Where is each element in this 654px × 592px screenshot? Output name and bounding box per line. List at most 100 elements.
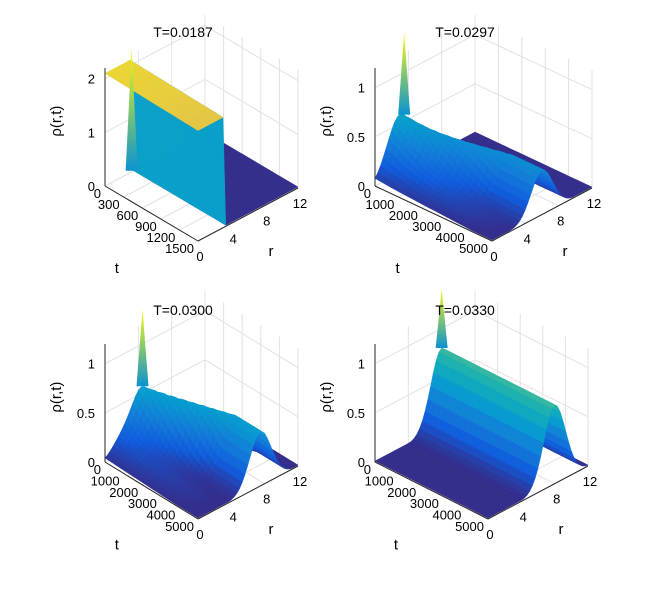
peak-spike [435,289,448,348]
t-tick-label: 1200 [146,230,175,245]
t-tick-label: 1500 [165,241,194,256]
t-tick-label: 2000 [389,208,418,223]
z-tick-label: 0.5 [347,130,365,145]
surface-patch [482,513,492,519]
r-tick-label: 8 [553,492,560,507]
r-axis-label: r [559,521,564,538]
r-tick-label: 4 [230,231,237,246]
t-tick-label: 1000 [365,473,394,488]
t-axis-line [104,185,199,242]
gridline [374,34,476,89]
r-tick-label: 0 [196,249,203,264]
subplot-2: 0100020003000400050000481200.51trρ(r,t)T… [318,15,601,277]
z-axis-label: ρ(r,t) [48,106,65,137]
peak-mark [136,309,149,387]
t-tick-label: 0 [364,186,371,201]
r-tick-label: 12 [583,474,597,489]
subplot-title: T=0.0330 [435,302,495,318]
z-axis-label: ρ(r,t) [48,382,65,413]
r-tick-label: 4 [520,509,527,524]
t-axis-line [374,185,493,242]
t-axis-label: t [115,537,120,554]
r-tick-label: 8 [263,214,270,229]
gridline [374,83,476,138]
peak-spike [125,48,138,171]
gridline [474,359,589,418]
r-tick-label: 8 [557,214,564,229]
z-tick-label: 1 [358,357,365,372]
t-tick-label: 600 [116,208,138,223]
z-tick-label: 2 [88,72,95,87]
r-tick-label: 12 [293,196,307,211]
t-tick-label: 0 [364,462,371,477]
t-tick-label: 900 [135,219,157,234]
subplot-title: T=0.0300 [153,302,213,318]
peak-spike [136,309,149,387]
r-tick-label: 8 [263,492,270,507]
z-tick-label: 0 [358,179,365,194]
t-tick-label: 3000 [412,219,441,234]
t-tick-label: 5000 [165,519,194,534]
subplot-title: T=0.0187 [153,24,213,40]
r-tick-label: 4 [230,509,237,524]
surface [374,347,589,519]
t-tick-label: 300 [98,197,120,212]
gridline [104,310,206,365]
t-tick-label: 1000 [365,197,394,212]
t-tick-label: 3000 [410,496,439,511]
t-tick-label: 2000 [387,485,416,500]
t-tick-label: 5000 [455,519,484,534]
t-tick-label: 4000 [432,508,461,523]
z-tick-label: 0.5 [347,406,365,421]
t-tick-label: 1000 [91,473,120,488]
r-axis-line [197,465,299,520]
r-tick-label: 12 [293,474,307,489]
peak-mark [435,289,448,348]
gridline [474,310,589,369]
t-axis-label: t [115,260,120,277]
gridline [474,34,593,91]
gridline [374,310,476,365]
t-tick-label: 4000 [146,508,175,523]
t-tick-label: 2000 [109,485,138,500]
t-tick-label: 3000 [128,496,157,511]
subplot-3: 0100020003000400050000481200.51trρ(r,t)T… [48,291,307,554]
z-tick-label: 0.5 [77,406,95,421]
z-axis-label: ρ(r,t) [318,106,335,137]
peak-mark [125,48,138,171]
subplot-4: 0100020003000400050000481200.51trρ(r,t)T… [318,289,597,554]
z-tick-label: 1 [88,357,95,372]
surface-patch [193,513,202,519]
r-axis-label: r [269,521,274,538]
surface [374,113,593,241]
t-axis-label: t [394,537,399,554]
r-tick-label: 4 [524,231,531,246]
surface [104,59,299,226]
t-axis-label: t [396,260,401,277]
r-tick-label: 12 [587,196,601,211]
r-axis-line [197,187,299,242]
gridline [204,359,299,418]
r-tick-label: 0 [486,527,493,542]
gridline [204,310,299,369]
r-axis-label: r [269,243,274,260]
gridline [104,359,206,414]
r-axis-line [491,187,593,242]
peak-spike [398,32,411,115]
z-tick-label: 1 [358,81,365,96]
t-tick-label: 4000 [436,230,465,245]
t-axis-line [104,461,199,520]
r-tick-label: 0 [196,527,203,542]
subplot-1: 03006009001200150004812012trρ(r,t)T=0.01… [48,15,307,277]
t-tick-label: 0 [94,462,101,477]
r-axis-label: r [563,243,568,260]
r-tick-label: 0 [490,249,497,264]
gridline [474,83,593,140]
gridline [204,25,299,82]
z-tick-label: 0 [88,455,95,470]
